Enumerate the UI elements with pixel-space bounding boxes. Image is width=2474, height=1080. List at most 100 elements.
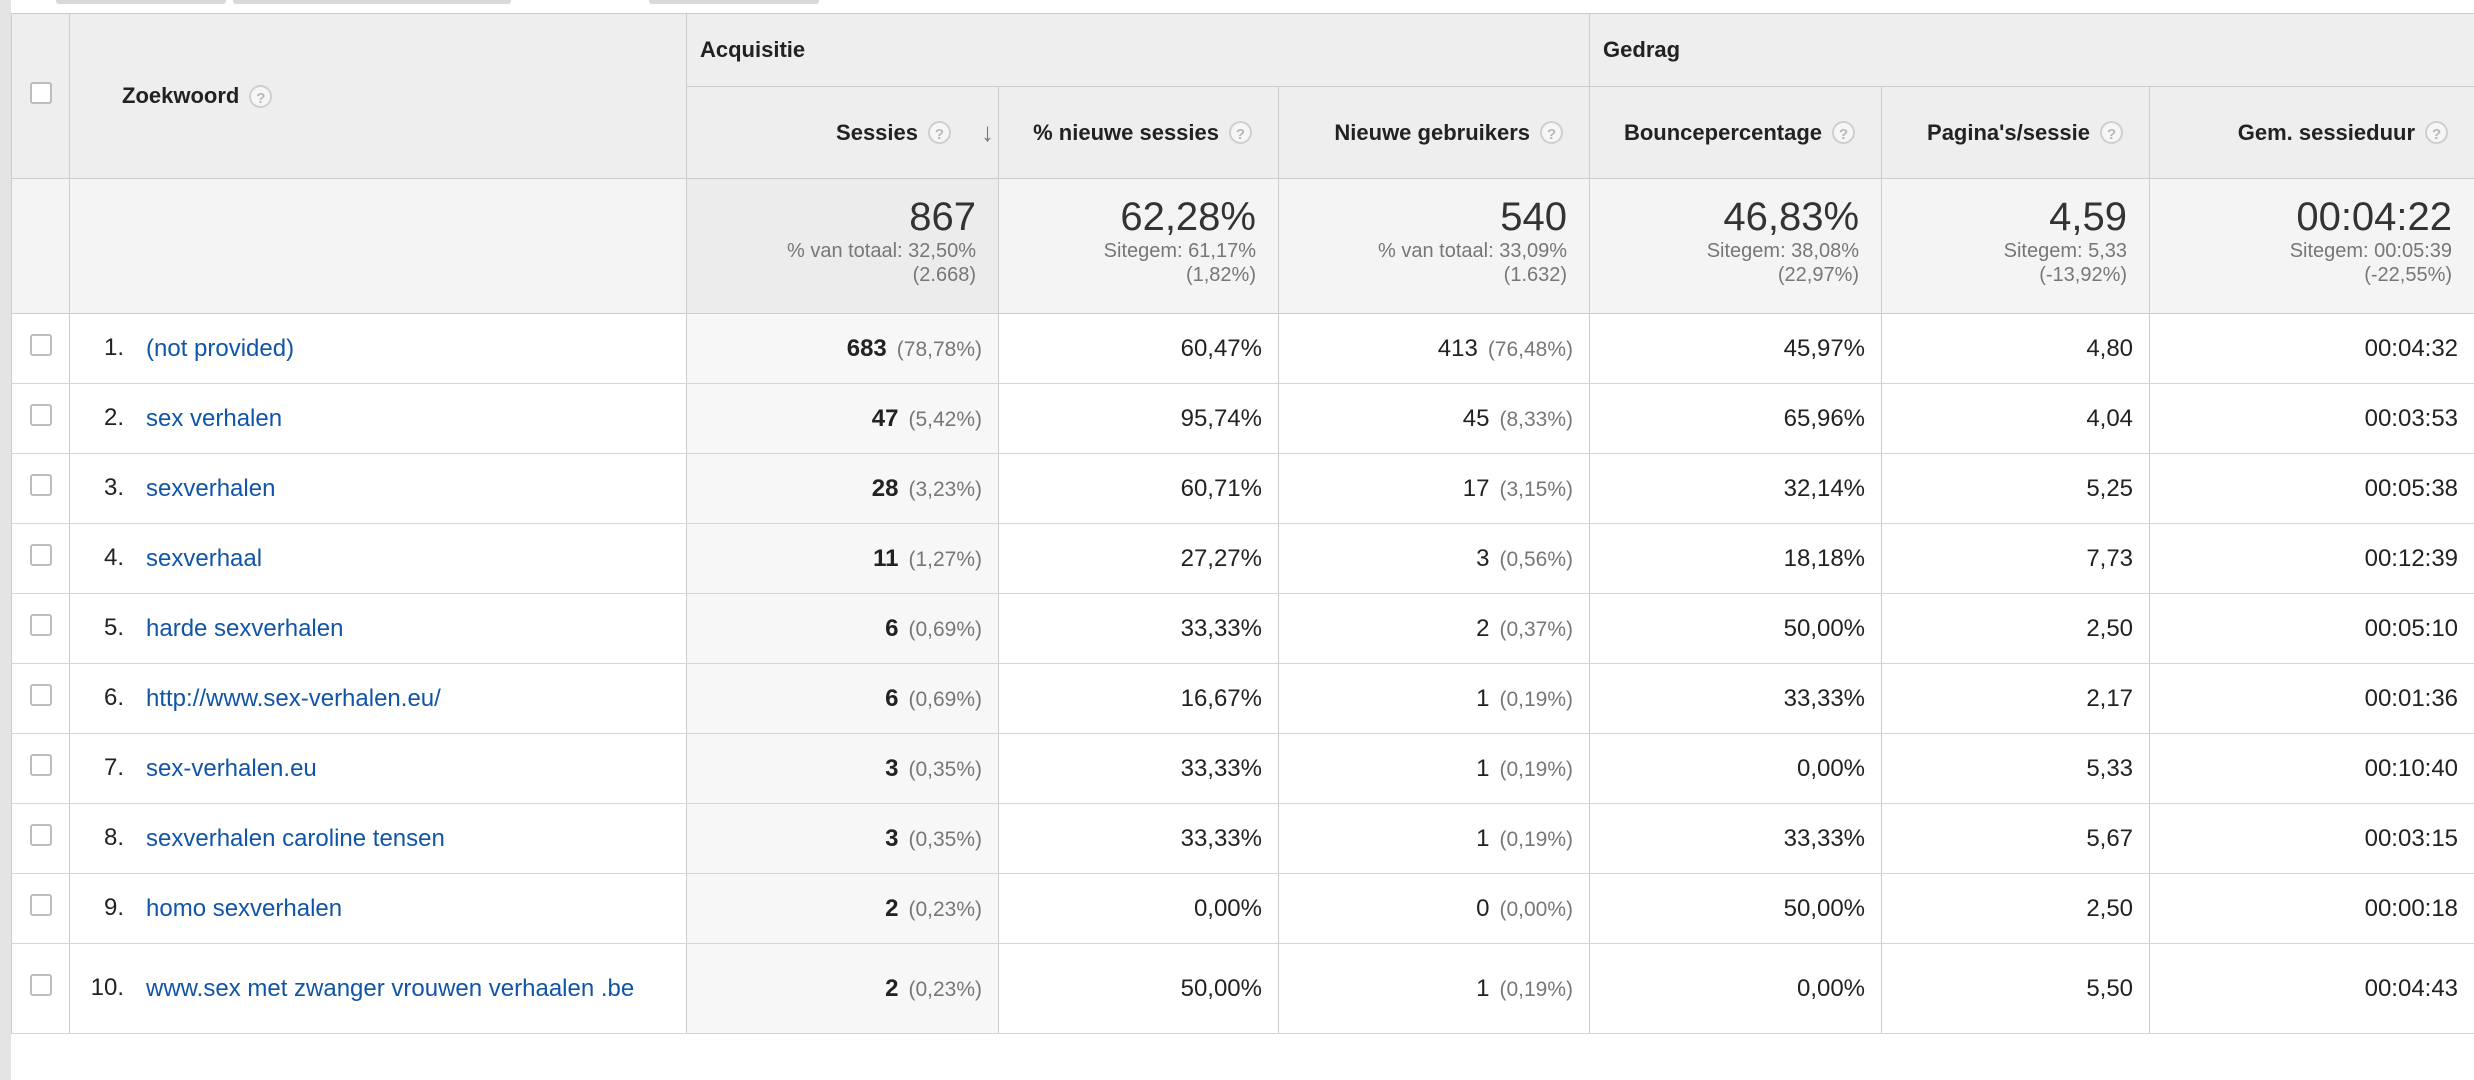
row-checkbox[interactable]	[29, 474, 52, 496]
new-users-pct: (0,19%)	[1499, 757, 1574, 781]
keyword-link[interactable]: sex-verhalen.eu	[146, 754, 317, 782]
new-users-value: 1	[1476, 824, 1490, 852]
keyword-cell: 4. sexverhaal	[69, 523, 687, 594]
toolbar-button-3[interactable]	[649, 0, 819, 4]
new-sessions-header-label: % nieuwe sessies	[1033, 119, 1219, 145]
keyword-link[interactable]: (not provided)	[146, 334, 295, 362]
new-sessions-cell: 0,00%	[998, 873, 1279, 944]
avg-session-duration-cell: 00:04:32	[2149, 313, 2474, 384]
avg-session-duration-cell: 00:04:43	[2149, 943, 2474, 1034]
new-users-value: 2	[1476, 614, 1490, 642]
totals-sessions-value: 867	[909, 195, 976, 239]
keyword-link[interactable]: sexverhaal	[146, 544, 263, 572]
keyword-link[interactable]: harde sexverhalen	[146, 614, 344, 642]
totals-pages-per-session: 4,59 Sitegem: 5,33 (-13,92%)	[1881, 178, 2151, 314]
toolbar-button-1[interactable]	[56, 0, 226, 4]
sessions-pct: (78,78%)	[896, 337, 982, 361]
new-users-pct: (0,19%)	[1499, 977, 1574, 1001]
new-sessions-cell: 60,71%	[998, 453, 1279, 524]
new-sessions-help-icon[interactable]: ?	[1229, 121, 1252, 144]
toolbar-button-2[interactable]	[233, 0, 511, 4]
sort-descending-icon[interactable]: ↓	[981, 117, 994, 147]
avg-session-duration-cell: 00:00:18	[2149, 873, 2474, 944]
row-checkbox[interactable]	[29, 894, 52, 916]
new-users-pct: (0,56%)	[1499, 547, 1574, 571]
keyword-link[interactable]: www.sex met zwanger vrouwen verhaalen .b…	[146, 974, 635, 1002]
totals-row: 867 % van totaal: 32,50% (2.668) 62,28% …	[11, 178, 2474, 314]
keyword-cell: 7. sex-verhalen.eu	[69, 733, 687, 804]
sessions-cell: 3 (0,35%)	[686, 803, 999, 874]
sessions-value: 3	[885, 754, 899, 782]
row-checkbox-cell	[11, 873, 70, 944]
totals-pages-per-session-site-avg: Sitegem: 5,33	[2003, 240, 2128, 262]
sessions-pct: (0,69%)	[908, 617, 982, 641]
new-users-cell: 1 (0,19%)	[1277, 803, 1591, 874]
new-users-column-header[interactable]: Nieuwe gebruikers ?	[1277, 86, 1591, 179]
keyword-cell: 5. harde sexverhalen	[69, 593, 687, 664]
row-checkbox[interactable]	[29, 684, 52, 706]
sessions-cell: 6 (0,69%)	[686, 663, 999, 734]
bounce-rate-help-icon[interactable]: ?	[1832, 121, 1856, 144]
sessions-column-header[interactable]: Sessies ? ↓	[686, 86, 999, 179]
new-users-pct: (0,00%)	[1499, 897, 1574, 921]
table-body: 1. (not provided) 683 (78,78%) 60,47% 413 (…	[11, 313, 2474, 1034]
sessions-pct: (3,23%)	[908, 477, 982, 501]
row-checkbox-cell	[11, 523, 70, 594]
keyword-link[interactable]: sexverhalen caroline tensen	[146, 824, 445, 852]
new-users-cell: 3 (0,56%)	[1277, 523, 1591, 594]
keyword-link[interactable]: http://www.sex-verhalen.eu/	[146, 684, 441, 712]
row-checkbox[interactable]	[29, 334, 52, 356]
bounce-rate-cell: 33,33%	[1589, 663, 1883, 734]
avg-session-duration-cell: 00:12:39	[2149, 523, 2474, 594]
totals-sessions-share: % van totaal: 32,50%	[786, 240, 976, 262]
sessions-pct: (0,69%)	[908, 687, 982, 711]
row-index: 5.	[103, 614, 124, 642]
sessions-help-icon[interactable]: ?	[928, 121, 951, 144]
table-row: 9. homo sexverhalen 2 (0,23%) 0,00% 0 (0,00…	[11, 873, 2474, 944]
row-checkbox[interactable]	[29, 974, 52, 996]
pages-per-session-help-icon[interactable]: ?	[2100, 121, 2124, 144]
table-row: 1. (not provided) 683 (78,78%) 60,47% 413 (…	[11, 313, 2474, 384]
table-row: 10. www.sex met zwanger vrouwen verhaalen…	[11, 943, 2474, 1034]
row-checkbox-cell	[11, 453, 70, 524]
keyword-link[interactable]: homo sexverhalen	[146, 894, 343, 922]
totals-avg-session-duration-site-avg: Sitegem: 00:05:39	[2289, 240, 2453, 262]
behavior-group-header: Gedrag	[1589, 13, 2474, 87]
sessions-cell: 11 (1,27%)	[686, 523, 999, 594]
sessions-pct: (0,23%)	[908, 897, 982, 921]
select-all-checkbox[interactable]	[29, 82, 52, 104]
keyword-column-header[interactable]: Zoekwoord ?	[69, 13, 687, 179]
sessions-pct: (0,35%)	[908, 757, 982, 781]
avg-session-duration-cell: 00:01:36	[2149, 663, 2474, 734]
avg-session-duration-help-icon[interactable]: ?	[2425, 121, 2449, 144]
sessions-value: 683	[846, 334, 887, 362]
table-row: 3. sexverhalen 28 (3,23%) 60,71% 17 (3,15%)…	[11, 453, 2474, 524]
acquisition-group-header: Acquisitie	[685, 13, 1591, 87]
bounce-rate-cell: 65,96%	[1589, 383, 1883, 454]
totals-pages-per-session-diff: (-13,92%)	[2039, 264, 2128, 286]
keyword-cell: 2. sex verhalen	[69, 383, 687, 454]
totals-sessions: 867 % van totaal: 32,50% (2.668)	[686, 178, 999, 314]
keyword-link[interactable]: sexverhalen	[146, 474, 276, 502]
row-checkbox[interactable]	[29, 404, 52, 426]
avg-session-duration-column-header[interactable]: Gem. sessieduur ?	[2149, 86, 2474, 179]
bounce-rate-column-header[interactable]: Bouncepercentage ?	[1589, 86, 1883, 179]
row-index: 8.	[103, 824, 124, 852]
new-users-pct: (8,33%)	[1499, 407, 1574, 431]
row-checkbox[interactable]	[29, 754, 52, 776]
row-checkbox[interactable]	[29, 614, 52, 636]
keyword-help-icon[interactable]: ?	[249, 84, 273, 108]
pages-per-session-column-header[interactable]: Pagina's/sessie ?	[1881, 86, 2151, 179]
new-sessions-column-header[interactable]: % nieuwe sessies ?	[998, 86, 1279, 179]
bounce-rate-cell: 50,00%	[1589, 873, 1883, 944]
new-users-value: 1	[1476, 684, 1490, 712]
new-users-cell: 413 (76,48%)	[1277, 313, 1591, 384]
row-checkbox[interactable]	[29, 544, 52, 566]
new-users-help-icon[interactable]: ?	[1540, 121, 1564, 144]
keyword-link[interactable]: sex verhalen	[146, 404, 283, 432]
new-users-pct: (0,19%)	[1499, 827, 1574, 851]
avg-session-duration-cell: 00:05:38	[2149, 453, 2474, 524]
new-users-value: 1	[1476, 754, 1490, 782]
row-checkbox[interactable]	[29, 824, 52, 846]
totals-bounce-rate-value: 46,83%	[1723, 195, 1860, 239]
